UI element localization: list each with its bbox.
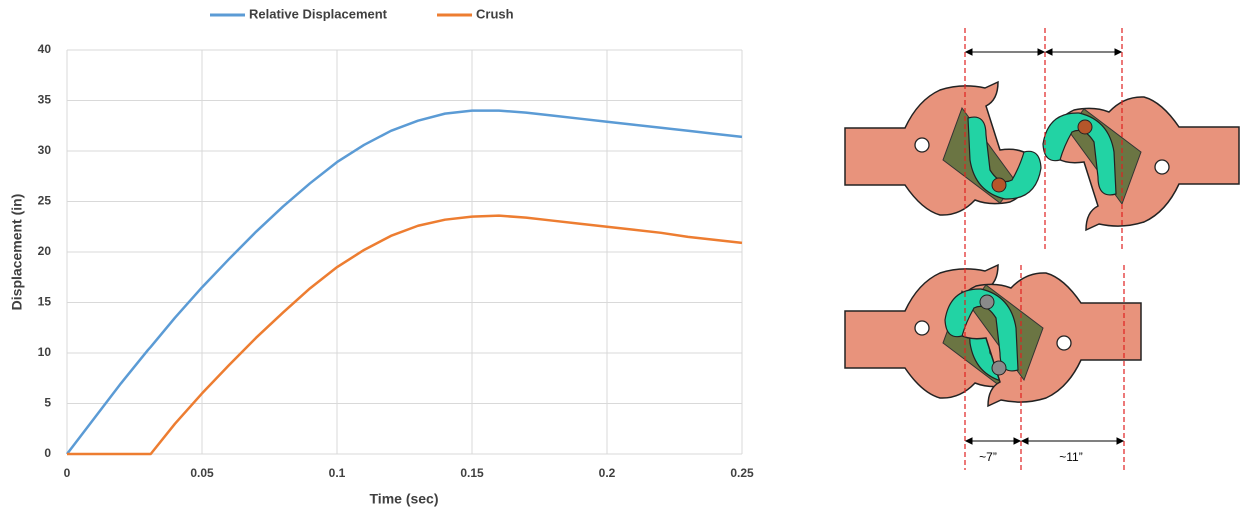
x-tick-label: 0.1 xyxy=(329,466,346,480)
legend-label: Crush xyxy=(476,6,514,21)
series-line xyxy=(66,109,743,455)
pin xyxy=(979,294,995,310)
coupler xyxy=(844,81,1042,216)
y-tick-label: 25 xyxy=(38,194,52,208)
pin xyxy=(991,360,1007,376)
x-axis-title: Time (sec) xyxy=(370,491,439,507)
coupler-diagram: ~7” ~11” xyxy=(844,28,1240,470)
dimension-label: ~7” xyxy=(979,450,997,464)
pin xyxy=(1077,119,1093,135)
dimension-label: ~11” xyxy=(1059,450,1082,464)
y-tick-label: 30 xyxy=(38,143,52,157)
x-tick-label: 0.25 xyxy=(730,466,754,480)
y-tick-label: 20 xyxy=(38,244,52,258)
legend-item: Crush xyxy=(437,6,514,21)
y-tick-label: 10 xyxy=(38,345,52,359)
y-tick-label: 0 xyxy=(44,446,51,460)
y-axis-title: Displacement (in) xyxy=(9,194,25,311)
x-tick-label: 0.15 xyxy=(460,466,484,480)
y-tick-label: 5 xyxy=(44,396,51,410)
legend-label: Relative Displacement xyxy=(249,6,388,21)
y-tick-label: 35 xyxy=(38,93,52,107)
x-tick-label: 0.2 xyxy=(599,466,616,480)
y-tick-label: 40 xyxy=(38,42,52,56)
x-tick-label: 0.05 xyxy=(190,466,214,480)
coupler xyxy=(1042,96,1240,231)
plot: 0 5 10 15 20 25 30 35 40 0 0.05 0.1 0.15 0.2 0.25 Relat… xyxy=(38,6,754,480)
x-tick-label: 0 xyxy=(64,466,71,480)
pin xyxy=(991,177,1007,193)
legend-item: Relative Displacement xyxy=(210,6,388,21)
dimension-arrows xyxy=(964,48,1125,445)
y-tick-label: 15 xyxy=(38,295,52,309)
series-line xyxy=(67,214,743,456)
